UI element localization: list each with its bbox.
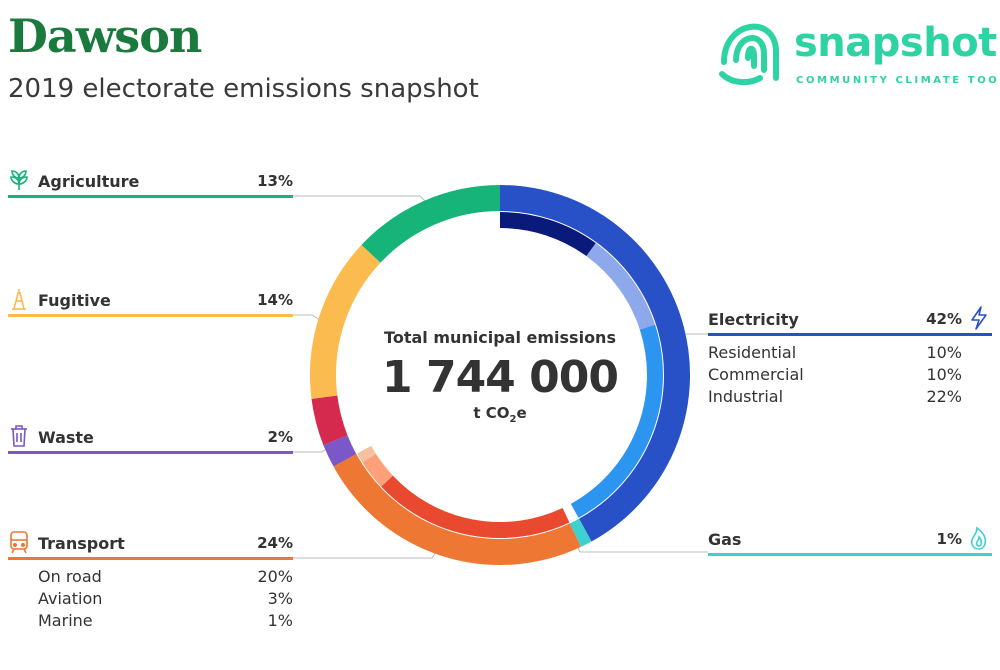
subcategory-percent: 3% <box>267 589 293 608</box>
list-item: On road 20% <box>38 567 293 589</box>
donut-slice-fugitive <box>310 244 381 399</box>
leader-line-gas <box>575 542 708 553</box>
category-label: Gas <box>708 530 742 549</box>
unit-prefix: t CO <box>473 404 510 422</box>
category-label: Agriculture <box>38 172 140 191</box>
donut-subslice-marine <box>357 445 376 463</box>
category-label: Fugitive <box>38 291 111 310</box>
donut-slice-agriculture <box>361 185 501 263</box>
donut-subslice-commercial <box>586 243 656 330</box>
category-underline <box>708 553 992 556</box>
category-gas: Gas 1% <box>708 526 992 556</box>
category-electricity: Electricity 42% <box>708 306 992 336</box>
category-waste: Waste 2% <box>8 425 293 454</box>
oil-rig-icon <box>12 289 26 310</box>
donut-subslice-on-road <box>381 475 570 538</box>
snapshot-logo-icon <box>719 23 779 86</box>
category-underline <box>8 314 293 317</box>
logo-wordmark: snapshot <box>794 20 997 66</box>
donut-slice-waste <box>323 435 357 467</box>
subcategory-percent: 10% <box>926 365 962 384</box>
category-percent: 42% <box>926 310 962 328</box>
list-item: Marine 1% <box>38 611 293 633</box>
category-agriculture: Agriculture 13% <box>8 170 293 198</box>
donut-subslice-aviation <box>362 453 393 487</box>
lightning-bolt-icon <box>971 306 987 330</box>
leader-line-transport <box>292 551 437 559</box>
category-underline <box>8 557 293 560</box>
subcategory-percent: 1% <box>267 611 293 630</box>
total-unit: t CO2e <box>380 404 620 425</box>
leader-line-agriculture <box>292 195 429 205</box>
category-percent: 13% <box>257 172 293 190</box>
subcategory-label: Aviation <box>38 589 103 608</box>
donut-subslice-industrial <box>570 324 663 518</box>
donut-slice-transport <box>333 453 581 565</box>
category-label: Electricity <box>708 310 799 329</box>
category-underline <box>708 333 992 336</box>
subcategory-label: Residential <box>708 343 797 362</box>
logo-tagline: COMMUNITY CLIMATE TOOL <box>796 75 1000 86</box>
category-label: Waste <box>38 428 94 447</box>
page-subtitle: 2019 electorate emissions snapshot <box>8 74 479 104</box>
sprout-icon <box>10 170 28 190</box>
category-percent: 2% <box>267 428 293 446</box>
donut-subslice-residential <box>499 212 596 257</box>
subcategory-label: Industrial <box>708 387 784 406</box>
category-underline <box>8 195 293 198</box>
category-label: Transport <box>38 534 125 553</box>
subcategory-label: Commercial <box>708 365 804 384</box>
trash-bin-icon <box>11 425 27 447</box>
total-value: 1 744 000 <box>382 352 619 403</box>
subcategory-percent: 10% <box>926 343 962 362</box>
total-label: Total municipal emissions <box>384 328 616 347</box>
unit-subscript: 2 <box>509 414 517 425</box>
flame-icon <box>970 526 987 550</box>
list-item: Aviation 3% <box>38 589 293 611</box>
subcategory-label: On road <box>38 567 102 586</box>
list-item: Industrial 22% <box>708 387 962 409</box>
donut-slice-gas <box>569 518 592 547</box>
page-title: Dawson <box>8 9 202 63</box>
donut-slice-fugitive-second-segment <box>311 395 348 445</box>
train-icon <box>10 531 28 554</box>
category-percent: 1% <box>936 530 962 548</box>
leader-line-fugitive <box>292 314 321 321</box>
donut-slice-electricity <box>499 185 690 542</box>
subcategory-label: Marine <box>38 611 93 630</box>
category-underline <box>8 451 293 454</box>
list-item: Commercial 10% <box>708 365 962 387</box>
category-transport: Transport 24% <box>8 531 293 560</box>
category-percent: 24% <box>257 534 293 552</box>
unit-suffix: e <box>516 404 527 422</box>
category-fugitive: Fugitive 14% <box>8 289 293 317</box>
category-percent: 14% <box>257 291 293 309</box>
subcategory-percent: 22% <box>926 387 962 406</box>
list-item: Residential 10% <box>708 343 962 365</box>
subcategory-percent: 20% <box>257 567 293 586</box>
